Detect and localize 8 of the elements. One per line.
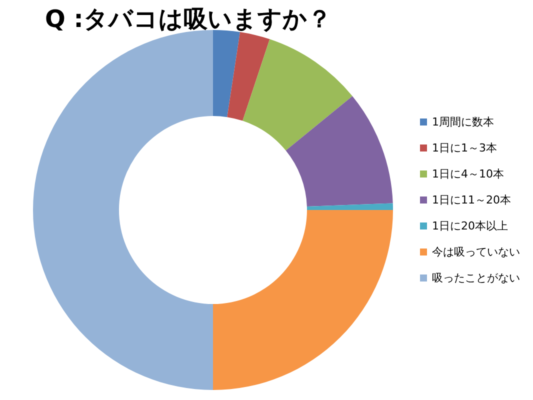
legend-label: 1日に1～3本 [432, 142, 497, 154]
legend-label: 吸ったことがない [432, 272, 520, 284]
legend-label: 1日に4～10本 [432, 168, 504, 180]
legend-label: 1日に20本以上 [432, 220, 508, 232]
legend-label: 1日に11～20本 [432, 194, 511, 206]
legend-label: 1周間に数本 [432, 116, 494, 128]
chart-title: Q :タバコは吸いますか？ [45, 5, 332, 33]
legend-label: 今は吸っていない [432, 246, 520, 258]
